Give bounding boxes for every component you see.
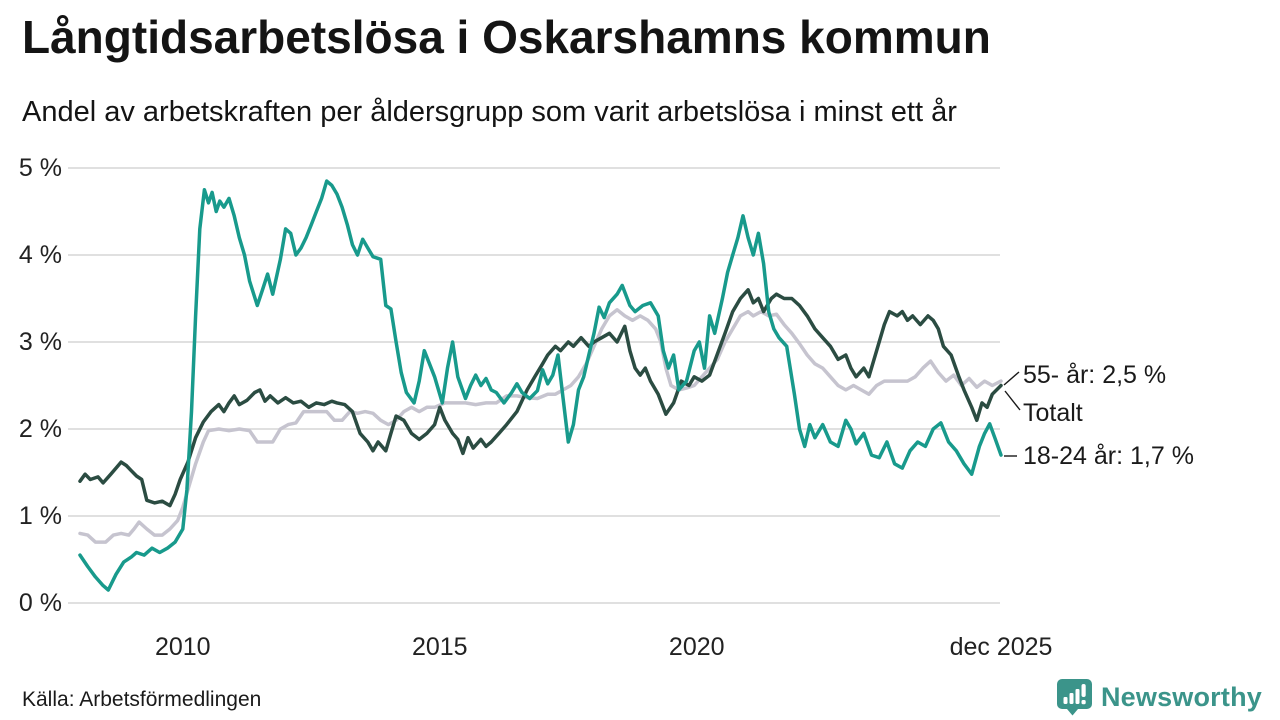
source-text: Källa: Arbetsförmedlingen (22, 688, 262, 711)
x-tick-label: 2010 (155, 633, 211, 661)
y-tick-label: 0 % (19, 589, 62, 617)
annotation-18-24-ar: 18-24 år: 1,7 % (1023, 442, 1194, 470)
brand-logo: Newsworthy (1056, 678, 1262, 716)
line-totalt (78, 308, 1003, 544)
page-title: Långtidsarbetslösa i Oskarshamns kommun (22, 11, 991, 63)
line-55-ar (78, 288, 1003, 508)
y-tick-label: 4 % (19, 241, 62, 269)
page-subtitle: Andel av arbetskraften per åldersgrupp s… (22, 96, 957, 128)
annotation-totalt: Totalt (1023, 399, 1083, 427)
y-axis-labels: 5 % 4 % 3 % 2 % 1 % 0 % (19, 154, 62, 617)
end-annotations: 55- år: 2,5 % Totalt 18-24 år: 1,7 % (1003, 361, 1194, 470)
y-tick-label: 2 % (19, 415, 62, 443)
newsworthy-badge-icon (1056, 678, 1093, 716)
x-axis-labels: 2010 2015 2020 dec 2025 (155, 633, 1052, 661)
connector-totalt (1004, 390, 1021, 411)
annotation-55-ar: 55- år: 2,5 % (1023, 361, 1166, 389)
y-tick-label: 3 % (19, 328, 62, 356)
x-tick-label: 2015 (412, 633, 468, 661)
x-tick-label: 2020 (669, 633, 725, 661)
gridlines (68, 167, 1000, 604)
brand-name: Newsworthy (1100, 681, 1262, 712)
line-18-24-ar (78, 179, 1003, 592)
connector-55-ar (1003, 371, 1020, 386)
x-tick-label: dec 2025 (950, 633, 1053, 661)
y-tick-label: 5 % (19, 154, 62, 182)
y-tick-label: 1 % (19, 502, 62, 530)
